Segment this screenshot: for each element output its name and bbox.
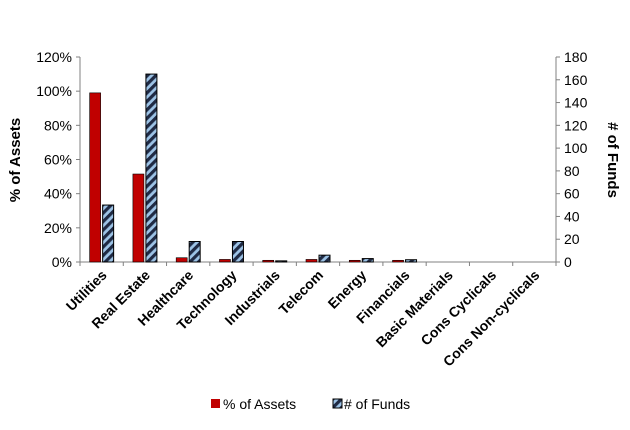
right-tick-label: 60	[564, 186, 580, 202]
right-tick-label: 20	[564, 231, 580, 247]
bar-funds	[102, 204, 115, 263]
bar-funds	[318, 254, 331, 263]
bar-funds	[405, 259, 418, 263]
category-label: Telecom	[275, 267, 326, 318]
left-tick-label: 60%	[44, 152, 72, 168]
bar-assets	[89, 92, 101, 263]
legend-label-funds: # of Funds	[344, 396, 410, 412]
left-tick-label: 20%	[44, 220, 72, 236]
left-axis-title: % of Assets	[7, 118, 24, 202]
category-label: Basic Materials	[373, 267, 457, 351]
bar-funds	[361, 258, 374, 263]
right-tick-label: 140	[564, 95, 588, 111]
bar-assets	[262, 259, 275, 263]
bar-funds	[145, 73, 158, 263]
right-tick-label: 100	[564, 140, 588, 156]
left-tick-label: 0%	[52, 254, 72, 270]
bar-assets	[219, 259, 231, 263]
right-tick-label: 180	[564, 49, 588, 65]
left-tick-label: 100%	[36, 83, 72, 99]
legend-swatch-funds	[332, 398, 343, 409]
left-tick-label: 40%	[44, 186, 72, 202]
legend: % of Assets # of Funds	[211, 396, 410, 412]
category-label: Cons Cyclicals	[417, 267, 499, 349]
bar-assets	[392, 259, 404, 263]
right-tick-label: 80	[564, 163, 580, 179]
left-tick-label: 80%	[44, 117, 72, 133]
plot-area	[79, 57, 557, 266]
bar-assets	[175, 257, 188, 263]
right-axis-ticks: 0 20 40 60 80 100 120 140 160 180	[556, 49, 588, 270]
bar-funds	[188, 241, 201, 263]
right-axis-title: # of Funds	[604, 122, 621, 198]
right-tick-label: 0	[564, 254, 572, 270]
right-tick-label: 160	[564, 72, 588, 88]
left-tick-label: 120%	[36, 49, 72, 65]
right-tick-label: 40	[564, 208, 580, 224]
legend-label-assets: % of Assets	[223, 396, 296, 412]
legend-swatch-assets	[211, 399, 220, 408]
bar-assets	[305, 259, 318, 263]
right-tick-label: 120	[564, 117, 588, 133]
bar-funds	[231, 241, 244, 263]
bar-assets	[348, 259, 361, 263]
bar-funds	[275, 260, 288, 263]
bar-assets	[132, 173, 145, 263]
left-axis-ticks: 0% 20% 40% 60% 80% 100% 120%	[36, 49, 80, 270]
